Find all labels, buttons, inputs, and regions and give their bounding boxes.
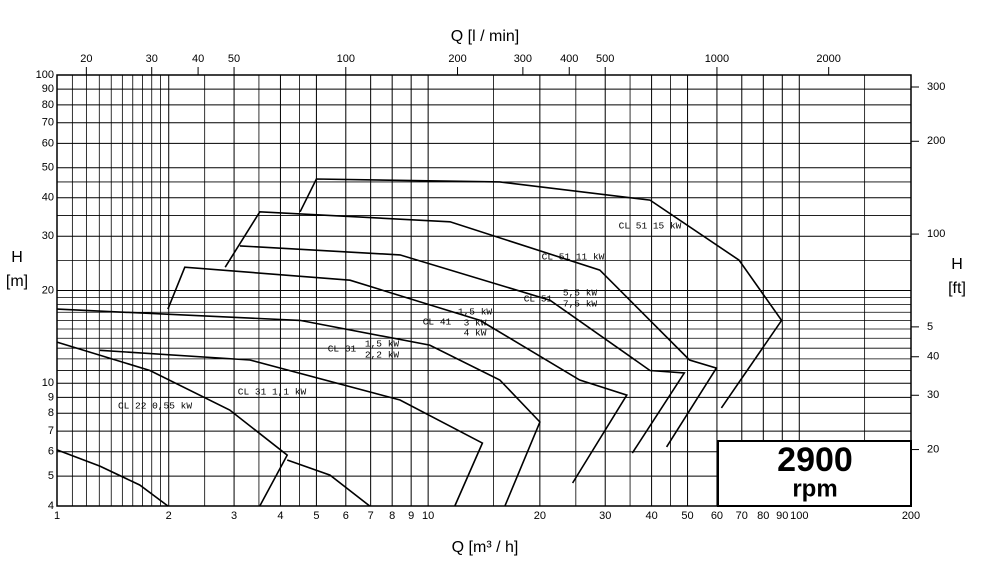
- x2-tick-label: 400: [560, 53, 578, 65]
- x-axis-title: Q [m³ / h]: [452, 539, 519, 556]
- pump-curve: [224, 210, 718, 448]
- top-axis-title: Q [l / min]: [451, 28, 519, 45]
- y-tick-label: 9: [48, 391, 54, 403]
- curve-label: 4 kW: [464, 328, 487, 339]
- y-tick-label: 80: [42, 99, 54, 111]
- x-tick-label: 2: [166, 510, 172, 522]
- x2-tick-label: 200: [448, 53, 466, 65]
- x-tick-label: 1: [54, 510, 60, 522]
- curve-label: CL 31: [328, 344, 357, 355]
- y-tick-label: 50: [42, 162, 54, 174]
- x2-tick-label: 20: [80, 53, 92, 65]
- x-tick-label: 10: [422, 510, 434, 522]
- curve-label: CL 41: [423, 317, 452, 328]
- y2-axis-title: H: [951, 256, 963, 273]
- x2-tick-label: 300: [514, 53, 532, 65]
- x2-tick-label: 100: [337, 53, 355, 65]
- y-tick-label: 60: [42, 137, 54, 149]
- x-tick-label: 6: [343, 510, 349, 522]
- y-tick-label: 5: [48, 470, 54, 482]
- x2-tick-label: 1000: [705, 53, 729, 65]
- x-tick-label: 8: [389, 510, 395, 522]
- curve-label: 3 kW: [464, 318, 487, 329]
- x2-tick-label: 50: [228, 53, 240, 65]
- y2-tick-label: 30: [927, 389, 939, 401]
- pump-curve: [99, 349, 484, 507]
- pump-curve: [56, 341, 289, 507]
- y2-tick-label: 5: [927, 321, 933, 333]
- curve-label: CL 51 15 kW: [619, 221, 682, 232]
- x-tick-label: 80: [757, 510, 769, 522]
- speed-unit: rpm: [792, 475, 837, 502]
- x-tick-label: 100: [790, 510, 808, 522]
- y-tick-label: 30: [42, 230, 54, 242]
- curve-label: CL 22 0,55 kW: [118, 401, 192, 412]
- x-tick-label: 30: [599, 510, 611, 522]
- x-tick-label: 9: [408, 510, 414, 522]
- x2-tick-label: 40: [192, 53, 204, 65]
- y2-tick-label: 300: [927, 81, 945, 93]
- y-axis-title: [m]: [6, 273, 28, 290]
- x-tick-label: 40: [645, 510, 657, 522]
- speed-value: 2900: [777, 441, 853, 479]
- y2-tick-label: 40: [927, 351, 939, 363]
- y-tick-label: 40: [42, 192, 54, 204]
- y2-tick-label: 200: [927, 135, 945, 147]
- x-tick-label: 20: [534, 510, 546, 522]
- y-tick-label: 4: [48, 500, 54, 512]
- curve-label: 1,5 kW: [458, 307, 493, 318]
- y-tick-label: 20: [42, 284, 54, 296]
- pump-curve: [56, 449, 169, 507]
- y-tick-label: 10: [42, 377, 54, 389]
- curve-label: 5,5 kW: [563, 288, 598, 299]
- curve-label: 1,5 kW: [365, 339, 400, 350]
- y2-axis-title: [ft]: [948, 280, 966, 297]
- curve-label: CL 51: [524, 294, 553, 305]
- x-tick-label: 70: [736, 510, 748, 522]
- plot-frame: [56, 74, 912, 507]
- x-tick-label: 3: [231, 510, 237, 522]
- curve-label: 2,2 kW: [365, 350, 400, 361]
- y-tick-label: 7: [48, 425, 54, 437]
- y-tick-label: 6: [48, 446, 54, 458]
- y-tick-label: 100: [36, 69, 54, 81]
- x-tick-label: 60: [711, 510, 723, 522]
- x-tick-label: 200: [902, 510, 920, 522]
- x-tick-label: 4: [277, 510, 283, 522]
- pump-curve: [239, 245, 686, 454]
- x2-tick-label: 500: [596, 53, 614, 65]
- y-tick-label: 90: [42, 83, 54, 95]
- y-axis-title: H: [11, 249, 23, 266]
- curve-label: 7,5 kW: [563, 299, 598, 310]
- x-tick-label: 7: [368, 510, 374, 522]
- y2-tick-label: 20: [927, 443, 939, 455]
- x2-tick-label: 30: [146, 53, 158, 65]
- x-tick-label: 5: [313, 510, 319, 522]
- x2-tick-label: 2000: [816, 53, 840, 65]
- pump-curve: [286, 459, 371, 507]
- x-tick-label: 90: [776, 510, 788, 522]
- pump-curve: [299, 178, 783, 409]
- pump-curve: [56, 308, 541, 507]
- pump-curve: [167, 266, 629, 484]
- y-tick-label: 8: [48, 407, 54, 419]
- speed-box: [717, 440, 912, 507]
- x-tick-label: 50: [681, 510, 693, 522]
- curve-label: CL 31 1,1 kW: [238, 387, 307, 398]
- y-tick-label: 70: [42, 117, 54, 129]
- curve-label: CL 51 11 kW: [542, 252, 605, 263]
- y2-tick-label: 100: [927, 228, 945, 240]
